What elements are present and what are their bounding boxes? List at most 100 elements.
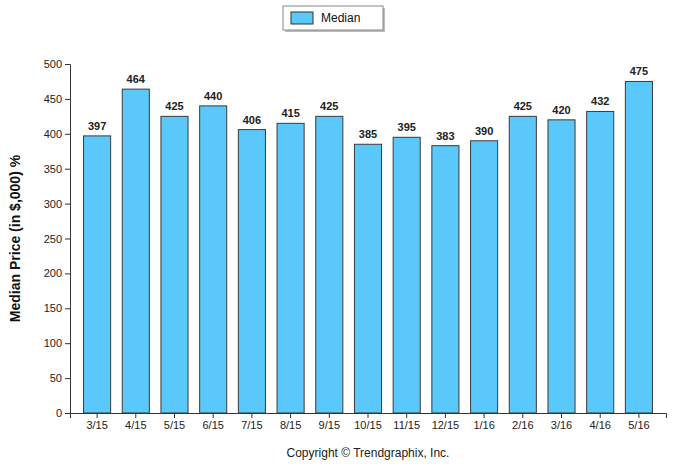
x-tick: 4/15 [125, 413, 146, 431]
x-tick: 12/15 [432, 413, 460, 431]
x-tick: 6/15 [202, 413, 223, 431]
y-tick-label: 300 [44, 198, 62, 210]
bar [84, 136, 111, 413]
y-tick-mark [65, 99, 70, 100]
data-label: 425 [320, 100, 338, 112]
data-label: 440 [204, 90, 222, 102]
y-tick-label: 150 [44, 302, 62, 314]
y-tick-label: 250 [44, 233, 62, 245]
bar [393, 137, 420, 413]
x-tick-mark [368, 413, 369, 418]
legend: Median [283, 6, 385, 32]
x-tick-label: 8/15 [280, 419, 301, 431]
data-label: 425 [165, 100, 183, 112]
x-tick-label: 12/15 [432, 419, 460, 431]
bar [587, 111, 614, 413]
y-tick-label: 200 [44, 267, 62, 279]
x-tick-label: 10/15 [354, 419, 382, 431]
bar [238, 130, 265, 413]
y-tick: 100 [44, 337, 70, 349]
x-tick: 8/15 [280, 413, 301, 431]
bar [161, 116, 188, 413]
x-tick: 7/15 [241, 413, 262, 431]
y-tick-label: 500 [44, 58, 62, 70]
y-tick: 0 [56, 407, 70, 419]
chart: 3974644254404064154253853953833904254204… [0, 0, 686, 467]
x-tick-label: 5/16 [628, 419, 649, 431]
data-label: 406 [243, 114, 261, 126]
y-tick-mark [65, 378, 70, 379]
x-tick: 5/15 [164, 413, 185, 431]
bars [84, 81, 653, 413]
x-tick-mark [135, 413, 136, 418]
bar [200, 106, 227, 413]
plot: 3974644254404064154253853953833904254204… [44, 58, 667, 431]
y-tick-mark [65, 64, 70, 65]
data-label: 432 [591, 95, 609, 107]
y-tick-mark [65, 204, 70, 205]
x-tick-mark [406, 413, 407, 418]
annotation: Copyright © Trendgraphix, Inc. [287, 446, 450, 460]
bar [354, 144, 381, 413]
x-tick-label: 3/15 [86, 419, 107, 431]
x-tick: 3/16 [551, 413, 572, 431]
y-tick: 300 [44, 198, 70, 210]
bar [432, 146, 459, 413]
bar [316, 116, 343, 413]
x-tick: 2/16 [512, 413, 533, 431]
x-tick-label: 11/15 [393, 419, 420, 431]
y-tick: 50 [50, 372, 70, 384]
y-tick-label: 0 [56, 407, 62, 419]
x-tick-mark [290, 413, 291, 418]
x-tick-mark [329, 413, 330, 418]
y-tick-mark [65, 134, 70, 135]
x-tick-mark [484, 413, 485, 418]
x-tick-label: 1/16 [473, 419, 494, 431]
y-tick-label: 50 [50, 372, 62, 384]
x-tick: 4/16 [589, 413, 610, 431]
x-tick-mark [213, 413, 214, 418]
y-tick: 450 [44, 93, 70, 105]
x-tick-mark [522, 413, 523, 418]
bar [277, 123, 304, 413]
data-label: 420 [552, 104, 570, 116]
y-tick-label: 350 [44, 163, 62, 175]
data-label: 383 [436, 130, 454, 142]
x-tick-mark [97, 413, 98, 418]
y-tick-mark [65, 413, 70, 414]
bar [548, 120, 575, 413]
data-label: 390 [475, 125, 493, 137]
y-axis-title: Median Price (in $,000) % [7, 154, 23, 322]
data-label: 397 [88, 120, 106, 132]
x-tick: 5/16 [628, 413, 649, 431]
y-tick: 400 [44, 128, 70, 140]
bar [122, 89, 149, 413]
legend-box [283, 6, 383, 30]
y-tick-mark [65, 239, 70, 240]
x-tick-label: 4/16 [589, 419, 610, 431]
x-tick-mark [638, 413, 639, 418]
x-tick-mark [445, 413, 446, 418]
x-tick-mark [561, 413, 562, 418]
data-label: 425 [514, 100, 532, 112]
x-axis: 3/154/155/156/157/158/159/1510/1511/1512… [71, 413, 667, 431]
data-label: 475 [630, 65, 648, 77]
x-tick-mark [174, 413, 175, 418]
x-tick-label: 2/16 [512, 419, 533, 431]
y-tick: 200 [44, 267, 70, 279]
y-tick: 150 [44, 302, 70, 314]
y-tick-mark [65, 273, 70, 274]
y-tick: 250 [44, 233, 70, 245]
data-label: 395 [398, 121, 416, 133]
y-tick-label: 400 [44, 128, 62, 140]
bar [625, 81, 652, 413]
data-labels: 3974644254404064154253853953833904254204… [88, 65, 648, 141]
legend-swatch [291, 12, 313, 24]
x-tick-mark [600, 413, 601, 418]
y-tick-mark [65, 343, 70, 344]
y-axis-line [65, 65, 71, 414]
y-axis: 0 50 100 150 200 250 300 350 400 450 500 [44, 58, 71, 419]
y-tick: 500 [44, 58, 70, 70]
x-tick-mark [251, 413, 252, 418]
x-tick: 1/16 [473, 413, 494, 431]
